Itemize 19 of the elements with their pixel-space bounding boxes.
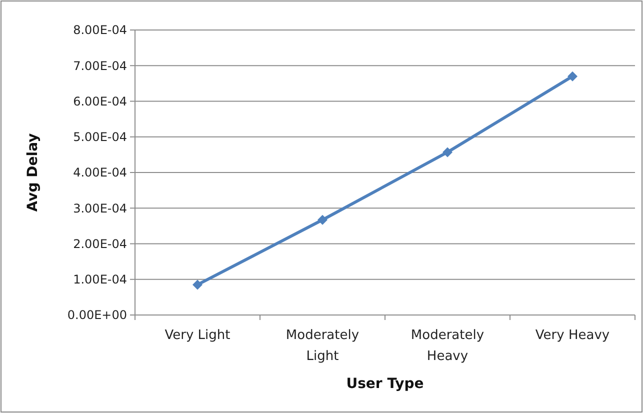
- x-tick-label: Very Heavy: [535, 328, 610, 343]
- y-axis-title: Avg Delay: [25, 133, 41, 212]
- y-tick-label: 1.00E-04: [73, 272, 127, 287]
- y-tick-label: 5.00E-04: [73, 130, 127, 144]
- x-axis-title: User Type: [346, 376, 424, 392]
- x-tick-label: Moderately Light: [286, 328, 360, 364]
- y-tick-label: 4.00E-04: [73, 166, 127, 180]
- y-tick-label: 2.00E-04: [73, 236, 127, 251]
- point: [318, 214, 328, 225]
- point: [192, 280, 202, 290]
- y-tick-label: 0.00E+00: [67, 308, 127, 322]
- y-tick-label: 3.00E-04: [73, 201, 127, 216]
- y-tick-label: 6.00E-04: [73, 94, 127, 108]
- y-tick-label: 8.00E-04: [73, 23, 127, 38]
- x-tick-label: Very Light: [164, 328, 230, 343]
- point: [568, 71, 578, 82]
- point: [442, 147, 452, 158]
- y-tick-label: 7.00E-04: [73, 58, 127, 73]
- x-tick-label: Moderately Heavy: [410, 328, 484, 364]
